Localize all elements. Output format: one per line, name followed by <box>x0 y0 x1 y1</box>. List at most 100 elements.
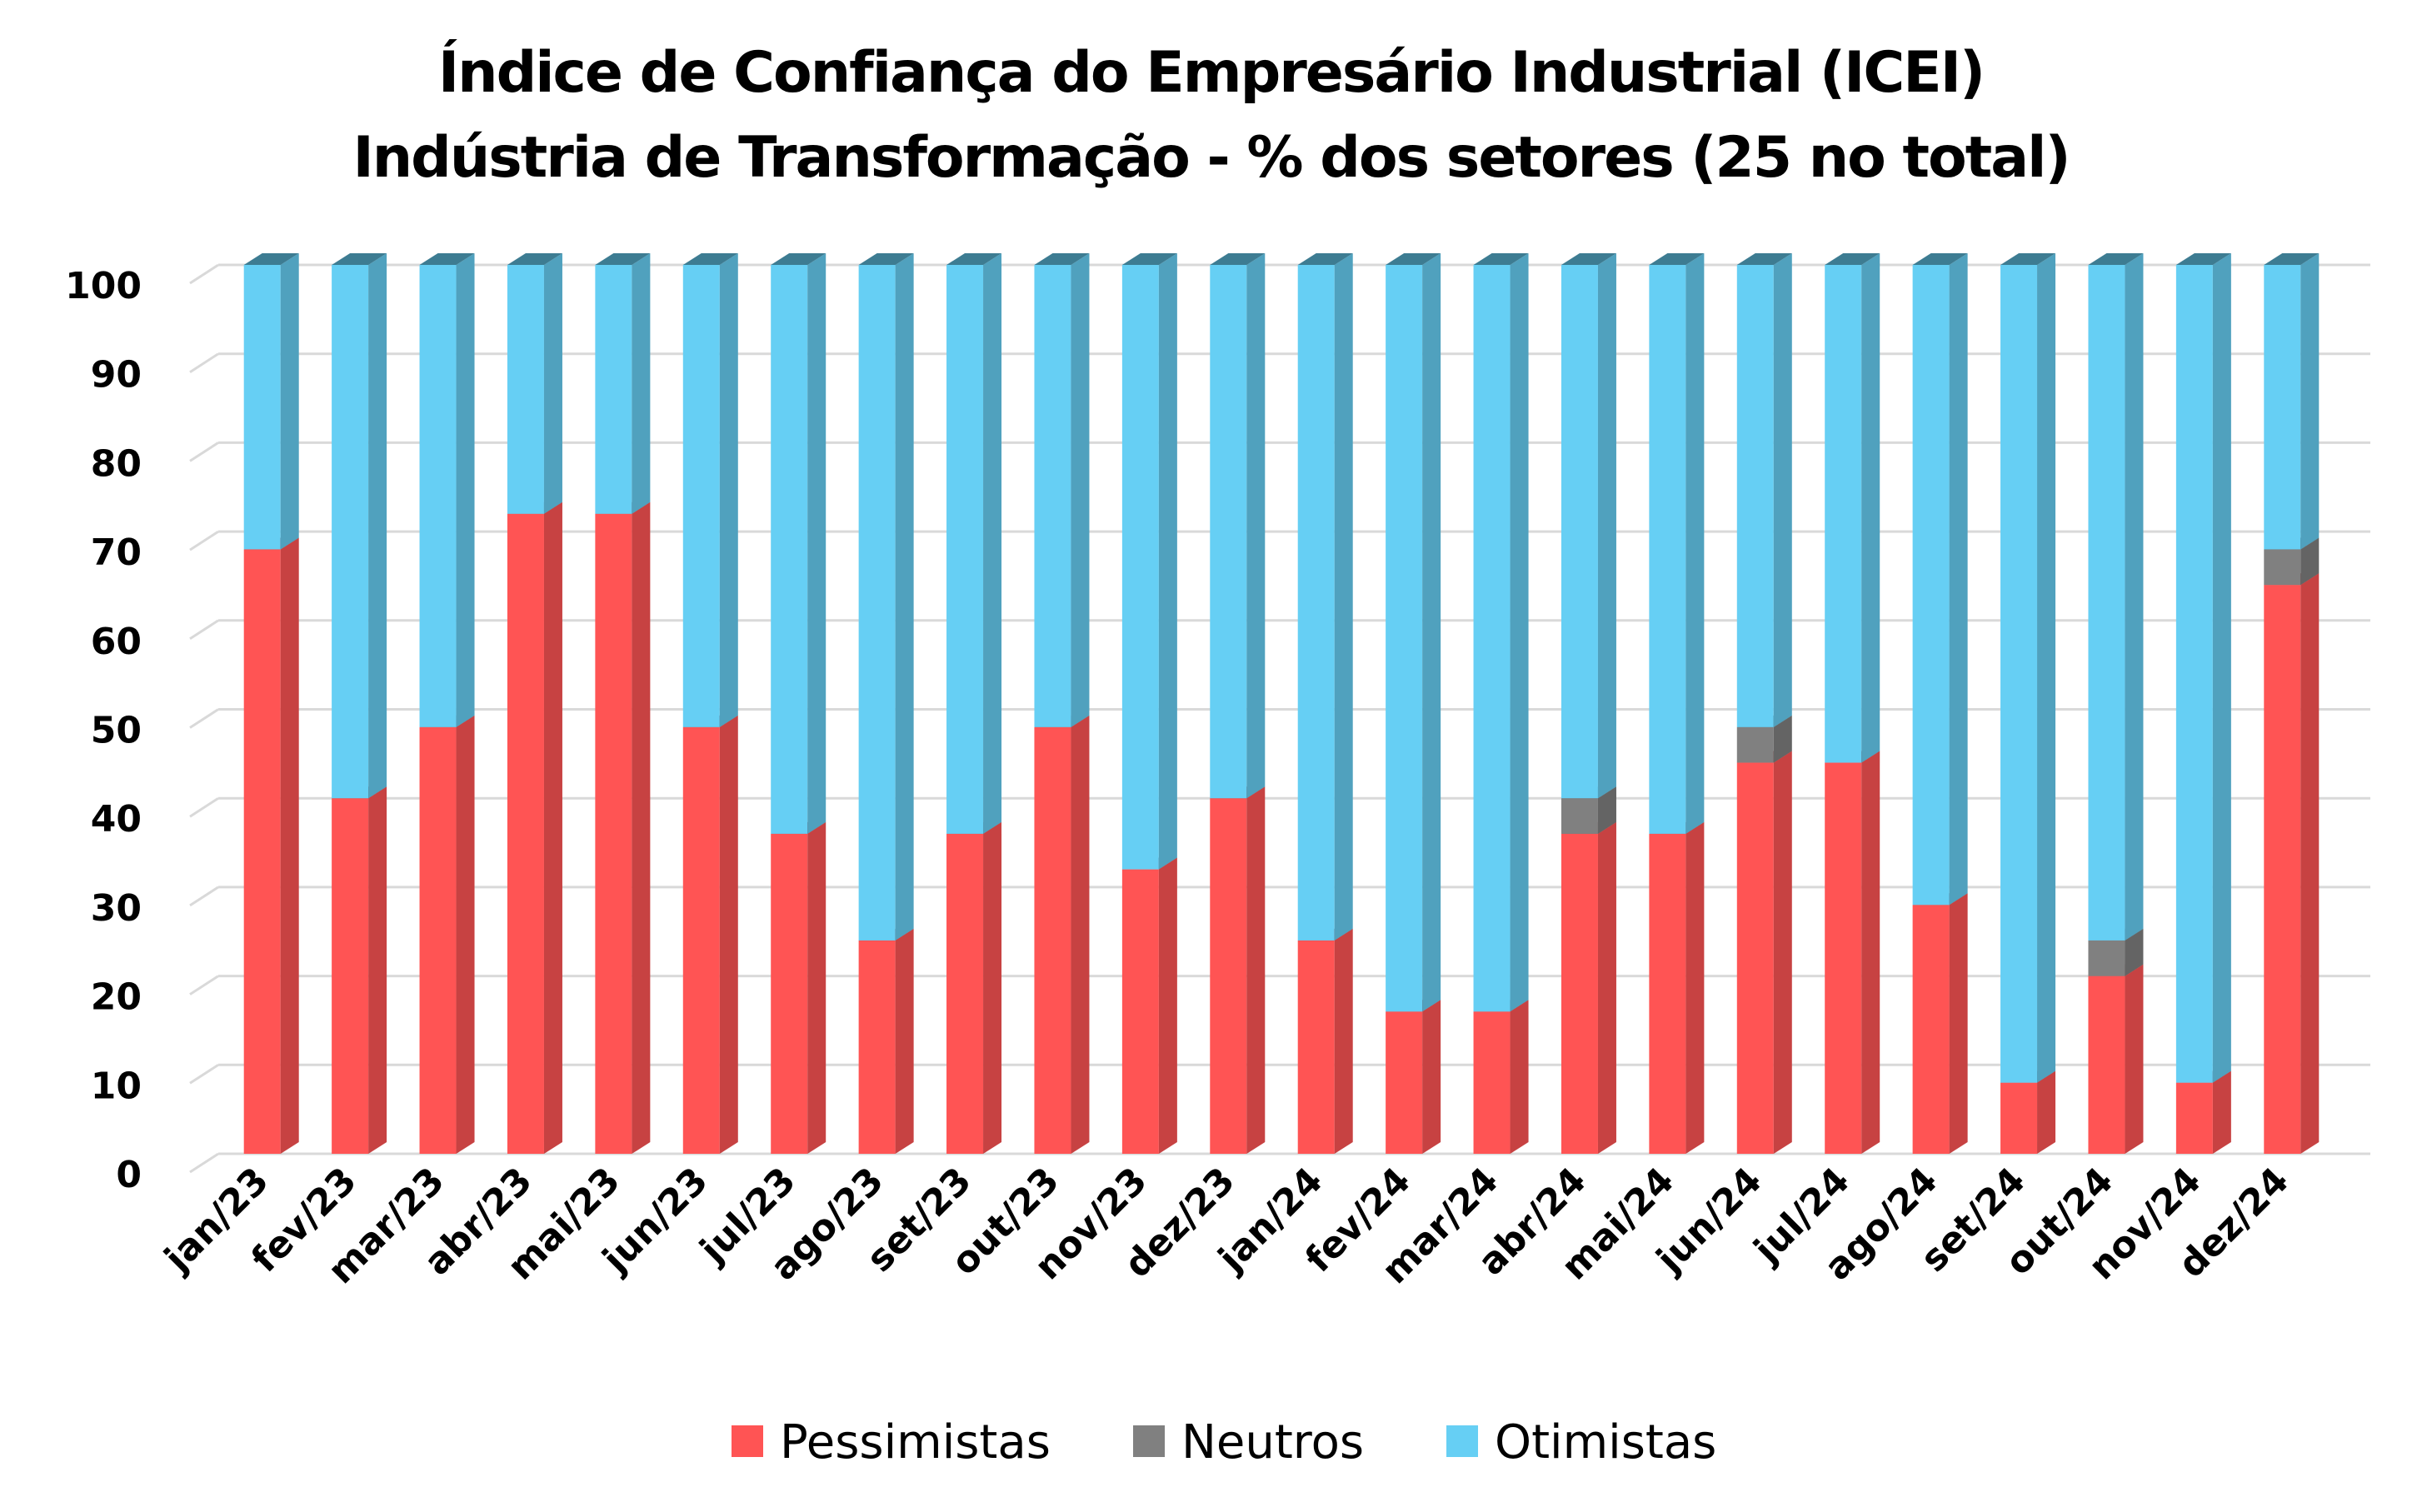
legend-label: Neutros <box>1181 1415 1364 1470</box>
gridline-depth <box>189 975 219 996</box>
legend: Pessimistas Neutros Otimistas <box>732 1415 1716 1470</box>
bar-segment-otimistas <box>1386 253 1441 1012</box>
bar-stack-jul-24 <box>1825 253 1880 1154</box>
bar-stack-mai-24 <box>1649 253 1705 1154</box>
bar-segment-neutros <box>1561 786 1616 834</box>
bar-segment-otimistas <box>858 253 914 941</box>
bar-segment-pessimistas <box>1210 786 1266 1154</box>
bar-stack-ago-24 <box>1912 253 1968 1154</box>
bar-stack-mar-24 <box>1473 253 1529 1154</box>
bar-segment-otimistas <box>2264 253 2320 550</box>
bar-segment-pessimistas <box>682 715 738 1154</box>
bar-stack-fev-24 <box>1386 253 1441 1154</box>
bar-segment-pessimistas <box>507 502 562 1154</box>
bar-segment-pessimistas <box>1034 715 1090 1154</box>
bar-segment-pessimistas <box>1649 821 1705 1154</box>
gridline-depth <box>189 352 219 373</box>
bar-segment-otimistas <box>1210 253 1266 799</box>
bar-segment-otimistas <box>1561 253 1616 799</box>
bar-segment-otimistas <box>2000 253 2056 1083</box>
bar-segment-pessimistas <box>332 786 387 1154</box>
bar-segment-pessimistas <box>1825 751 1880 1154</box>
y-tick-label: 80 <box>91 442 142 485</box>
y-tick-label: 100 <box>65 265 142 307</box>
legend-label: Pessimistas <box>780 1415 1051 1470</box>
y-tick-label: 10 <box>91 1065 142 1107</box>
bar-stack-jul-23 <box>771 253 826 1154</box>
bar-stack-jun-23 <box>682 253 738 1154</box>
gridline-depth <box>189 530 219 551</box>
chart-subtitle: Indústria de Transformação - % dos setor… <box>352 125 2070 191</box>
bar-segment-otimistas <box>243 253 299 550</box>
gridline-depth <box>189 1152 219 1174</box>
y-tick-label: 50 <box>91 710 142 752</box>
bar-segment-otimistas <box>1912 253 1968 906</box>
bar-stack-set-23 <box>946 253 1002 1154</box>
bar-segment-otimistas <box>1034 253 1090 727</box>
bar-segment-pessimistas <box>1473 1000 1529 1154</box>
legend-label: Otimistas <box>1495 1415 1716 1470</box>
bar-segment-otimistas <box>771 253 826 834</box>
bar-segment-otimistas <box>2088 253 2144 941</box>
bar-segment-pessimistas <box>243 537 299 1154</box>
bar-segment-otimistas <box>332 253 387 799</box>
bar-segment-pessimistas <box>946 821 1002 1154</box>
legend-swatch <box>1446 1425 1478 1457</box>
gridline-depth <box>189 442 219 462</box>
y-tick-label: 30 <box>91 887 142 930</box>
bar-stack-fev-23 <box>332 253 387 1154</box>
bar-stack-jan-23 <box>243 253 299 1154</box>
legend-swatch <box>732 1425 763 1457</box>
bar-segment-pessimistas <box>1912 893 1968 1154</box>
y-tick-label: 70 <box>91 531 142 574</box>
bar-segment-otimistas <box>507 253 562 514</box>
bar-segment-otimistas <box>1473 253 1529 1012</box>
bar-segment-otimistas <box>946 253 1002 834</box>
y-tick-label: 40 <box>91 798 142 841</box>
bar-segment-pessimistas <box>419 715 475 1154</box>
bar-stack-abr-23 <box>507 253 562 1154</box>
y-tick-label: 0 <box>116 1154 142 1196</box>
bar-segment-pessimistas <box>1736 751 1792 1154</box>
bar-segment-pessimistas <box>595 502 651 1154</box>
bar-stack-out-24 <box>2088 253 2144 1154</box>
legend-item-otimistas: Otimistas <box>1446 1415 1716 1470</box>
bar-segment-pessimistas <box>858 928 914 1154</box>
bar-stack-mar-23 <box>419 253 475 1154</box>
bar-segment-pessimistas <box>1561 821 1616 1154</box>
x-axis: jan/23fev/23mar/23abr/23mai/23jun/23jul/… <box>156 1160 2298 1292</box>
y-axis: 0 10 20 30 40 50 60 70 80 90 100 <box>65 265 142 1196</box>
bar-stack-jan-24 <box>1297 253 1353 1154</box>
bar-stack-nov-23 <box>1121 253 1177 1154</box>
bar-segment-otimistas <box>682 253 738 727</box>
bar-segment-otimistas <box>419 253 475 727</box>
bar-segment-otimistas <box>1297 253 1353 941</box>
bar-segment-pessimistas <box>2175 1070 2231 1154</box>
bar-stack-nov-24 <box>2175 253 2231 1154</box>
bar-segment-otimistas <box>595 253 651 514</box>
bar-stack-out-23 <box>1034 253 1090 1154</box>
bar-segment-pessimistas <box>1297 928 1353 1154</box>
y-tick-label: 90 <box>91 354 142 397</box>
bar-segment-pessimistas <box>2264 573 2320 1154</box>
bar-segment-otimistas <box>1736 253 1792 727</box>
bar-segment-otimistas <box>1649 253 1705 834</box>
gridline-depth <box>189 708 219 729</box>
bars <box>243 253 2320 1154</box>
y-tick-label: 20 <box>91 976 142 1019</box>
legend-item-neutros: Neutros <box>1133 1415 1364 1470</box>
gridline-depth <box>189 263 219 285</box>
bar-segment-otimistas <box>2175 253 2231 1083</box>
chart-title: Índice de Confiança do Empresário Indust… <box>437 40 1985 106</box>
bar-stack-mai-23 <box>595 253 651 1154</box>
gridline-depth <box>189 886 219 907</box>
gridline-depth <box>189 796 219 818</box>
gridline-depth <box>189 619 219 641</box>
bar-segment-pessimistas <box>2088 964 2144 1154</box>
bar-segment-pessimistas <box>2000 1070 2056 1154</box>
bar-stack-ago-23 <box>858 253 914 1154</box>
bar-stack-dez-24 <box>2264 253 2320 1154</box>
bar-stack-set-24 <box>2000 253 2056 1154</box>
legend-item-pessimistas: Pessimistas <box>732 1415 1051 1470</box>
